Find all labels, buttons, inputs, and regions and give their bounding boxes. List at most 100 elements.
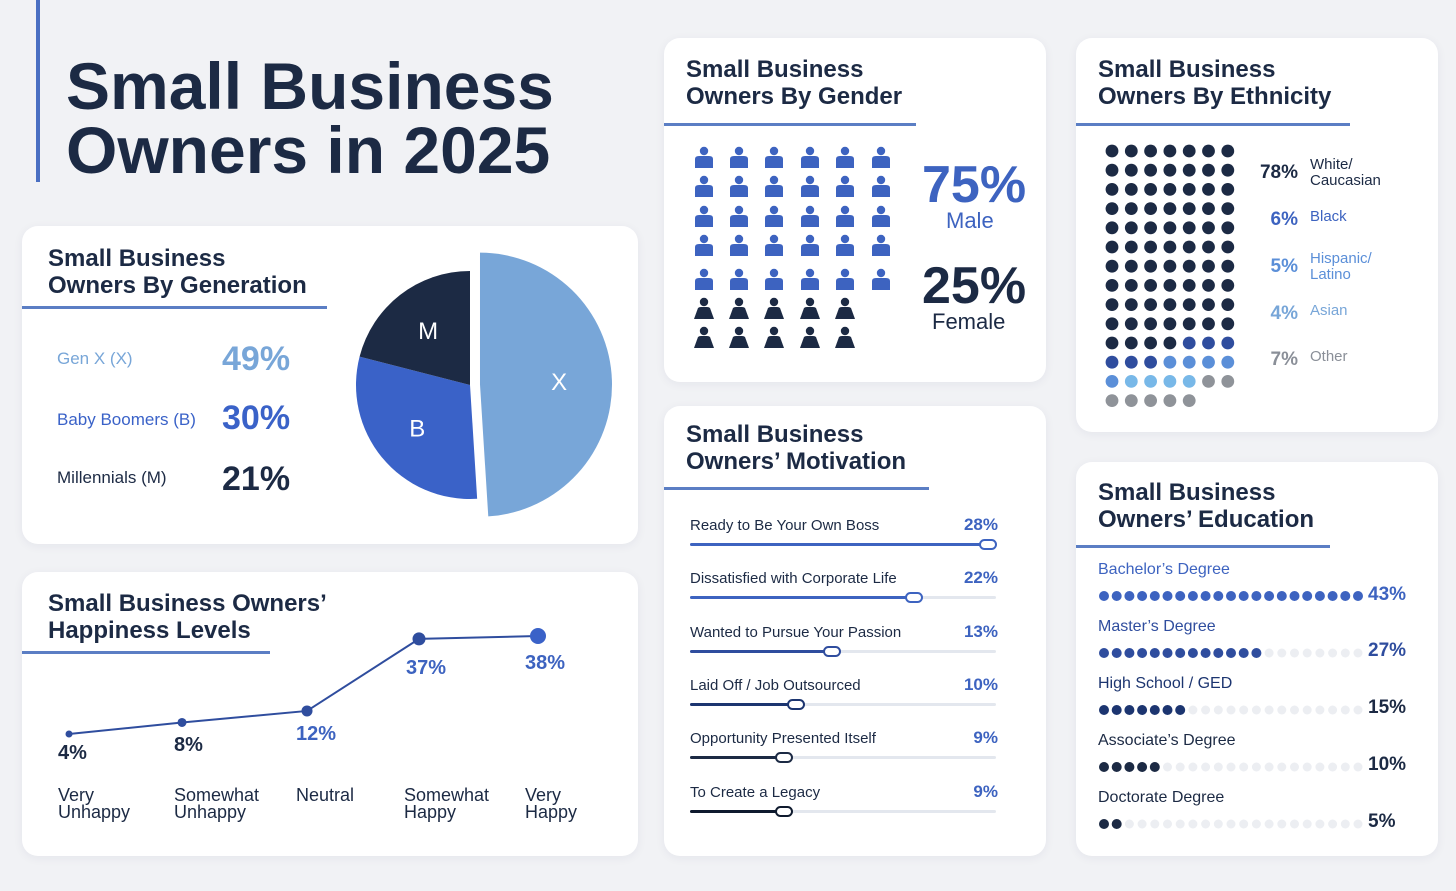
- education-dot-filled: [1137, 705, 1148, 715]
- male-percent: 75%: [922, 156, 1027, 214]
- education-dot-filled: [1111, 648, 1122, 658]
- ethnicity-dot: [1221, 183, 1235, 196]
- ethnicity-dot: [1124, 317, 1138, 331]
- ethnicity-dot: [1105, 298, 1119, 311]
- ethnicity-dot: [1144, 394, 1157, 407]
- ethnicity-dot: [1221, 279, 1235, 292]
- ethnicity-dot: [1105, 183, 1119, 196]
- education-dot-filled: [1111, 819, 1122, 829]
- education-dot-filled: [1149, 705, 1160, 715]
- motivation-fill: [690, 756, 784, 759]
- education-title-line-1: Small Business: [1098, 479, 1276, 506]
- pie-slice-label: M: [418, 318, 438, 345]
- education-dot-empty: [1290, 762, 1299, 772]
- education-dot-filled: [1124, 591, 1135, 601]
- education-dot-filled: [1175, 705, 1186, 715]
- education-dot-empty: [1201, 705, 1211, 715]
- generation-title-rule: [22, 306, 327, 309]
- education-dot-filled: [1226, 591, 1236, 601]
- ethnicity-dot: [1105, 355, 1119, 369]
- ethnicity-dot: [1202, 183, 1215, 196]
- ethnicity-percent: 78%: [1259, 162, 1298, 183]
- education-dot-empty: [1277, 762, 1287, 772]
- education-dot-empty: [1290, 705, 1299, 715]
- male-person-icon: [695, 234, 713, 256]
- ethnicity-label-line-1: White/: [1310, 156, 1353, 173]
- motivation-row: Laid Off / Job Outsourced 10%: [690, 675, 998, 723]
- ethnicity-dot: [1105, 394, 1119, 407]
- education-label: Associate’s Degree: [1098, 732, 1236, 749]
- education-dot-empty: [1188, 762, 1198, 772]
- ethnicity-dot: [1202, 317, 1215, 331]
- education-dot-filled: [1251, 591, 1262, 601]
- ethnicity-percent: 7%: [1270, 349, 1298, 370]
- education-dot-filled: [1264, 591, 1275, 601]
- ethnicity-dot: [1163, 298, 1177, 311]
- education-dot-empty: [1264, 648, 1274, 658]
- ethnicity-dot: [1105, 240, 1119, 254]
- ethnicity-dot: [1124, 355, 1138, 369]
- motivation-fill: [690, 703, 796, 706]
- ethnicity-title-line-1: Small Business: [1098, 56, 1276, 83]
- education-dot-filled: [1162, 705, 1173, 715]
- ethnicity-dot: [1124, 394, 1138, 407]
- education-dot-filled: [1099, 648, 1109, 658]
- education-dot-filled: [1111, 705, 1122, 715]
- ethnicity-dot: [1202, 202, 1215, 215]
- male-person-icon: [801, 268, 819, 290]
- education-dot-filled: [1137, 762, 1148, 772]
- ethnicity-dot: [1105, 336, 1119, 350]
- ethnicity-dot: [1105, 163, 1119, 177]
- motivation-row: To Create a Legacy 9%: [690, 782, 998, 830]
- male-person-icon: [872, 234, 890, 256]
- happiness-category-line-1: Very: [58, 785, 95, 805]
- motivation-label: Laid Off / Job Outsourced: [690, 677, 861, 694]
- motivation-knob: [775, 806, 793, 817]
- ethnicity-dot: [1163, 202, 1177, 215]
- pie-slice-b: [356, 356, 478, 500]
- male-person-icon: [765, 175, 783, 197]
- ethnicity-dot: [1202, 240, 1215, 254]
- ethnicity-dot: [1144, 279, 1157, 292]
- education-dot-empty: [1353, 648, 1363, 658]
- ethnicity-dot: [1221, 163, 1235, 177]
- ethnicity-dot: [1163, 183, 1177, 196]
- happiness-category-label: Somewhat Happy: [404, 786, 489, 821]
- female-person-icon: [729, 297, 749, 319]
- ethnicity-dot: [1105, 221, 1119, 235]
- pie-slice-label: X: [551, 369, 567, 396]
- education-label: Doctorate Degree: [1098, 789, 1225, 806]
- pie-slice-x: [479, 252, 612, 517]
- ethnicity-dot: [1202, 144, 1215, 158]
- ethnicity-percent: 4%: [1270, 303, 1298, 324]
- ethnicity-label: Hispanic/Latino: [1310, 251, 1372, 283]
- happiness-card: [22, 572, 638, 856]
- education-value: 10%: [1368, 754, 1407, 775]
- ethnicity-dot: [1182, 336, 1196, 350]
- generation-pie-chart: X B M: [356, 252, 612, 517]
- education-dot-filled: [1149, 591, 1160, 601]
- education-dot-filled: [1226, 648, 1236, 658]
- education-dot-bar: [1099, 591, 1363, 601]
- male-person-icon: [730, 175, 748, 197]
- ethnicity-dot: [1202, 259, 1215, 273]
- motivation-label: Dissatisfied with Corporate Life: [690, 570, 897, 587]
- education-dot-filled: [1200, 591, 1211, 601]
- ethnicity-dot: [1105, 144, 1119, 158]
- education-dot-empty: [1353, 819, 1363, 829]
- female-person-icon: [729, 326, 749, 348]
- education-dot-empty: [1340, 705, 1350, 715]
- ethnicity-dot: [1124, 183, 1138, 196]
- motivation-label: Opportunity Presented Itself: [690, 730, 876, 747]
- ethnicity-dot: [1124, 259, 1138, 273]
- education-dot-empty: [1340, 819, 1350, 829]
- male-person-icon: [730, 146, 748, 168]
- motivation-track: [690, 592, 996, 603]
- ethnicity-dot: [1182, 279, 1196, 292]
- ethnicity-dot: [1163, 355, 1177, 369]
- ethnicity-dot: [1202, 221, 1215, 235]
- ethnicity-dot-grid: [1105, 144, 1235, 407]
- education-card: [1076, 462, 1438, 856]
- ethnicity-dot: [1221, 144, 1235, 158]
- happiness-category-line-1: Somewhat: [174, 785, 260, 805]
